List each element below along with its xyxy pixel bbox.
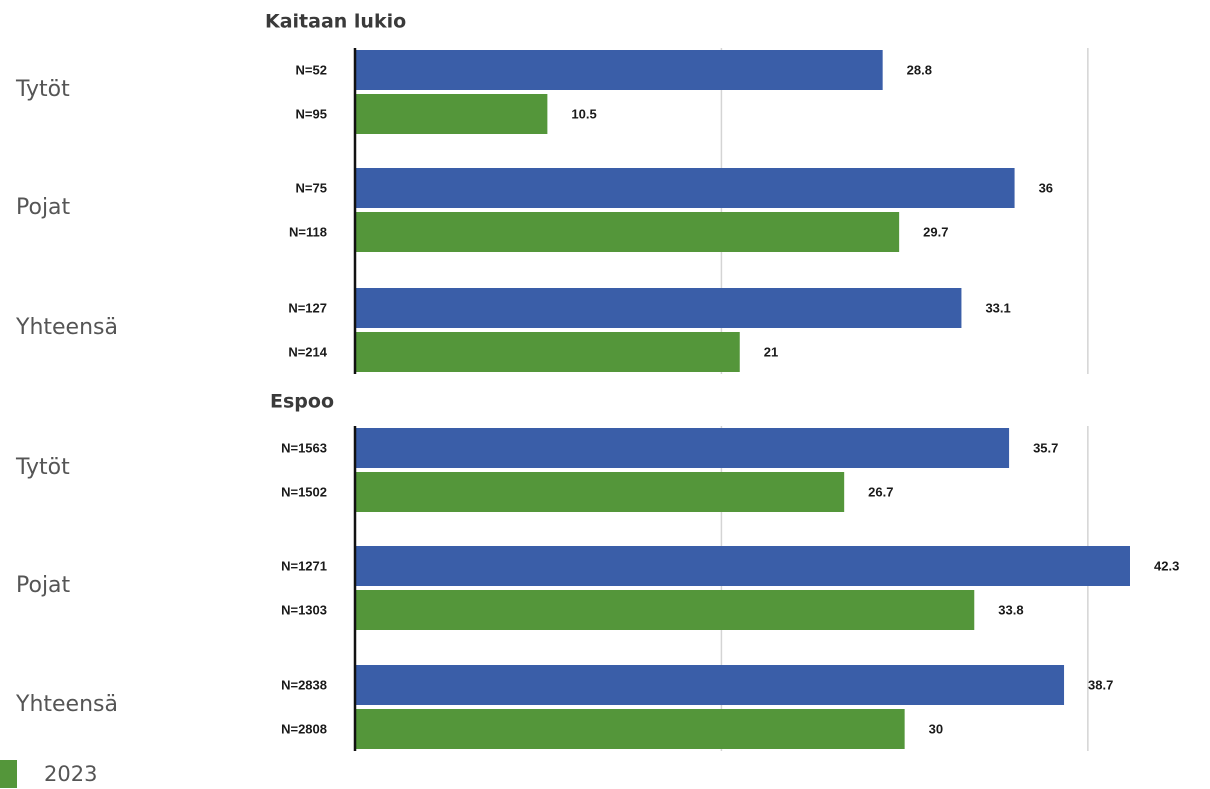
bar-1-0-1	[355, 472, 845, 512]
value-label-0-0-1: 10.5	[571, 106, 596, 121]
bar-1-2-1	[355, 709, 905, 749]
group-label-0-2: Yhteensä	[15, 315, 118, 340]
bar-0-0-1	[355, 94, 548, 134]
bar-0-0-0	[355, 50, 883, 90]
bar-0-1-0	[355, 168, 1015, 208]
n-label-1-1-0: N=1271	[281, 558, 327, 573]
bar-0-2-0	[355, 288, 962, 328]
bar-0-1-1	[355, 212, 900, 252]
bar-1-1-0	[355, 546, 1130, 586]
n-label-0-0-0: N=52	[296, 62, 327, 77]
bar-0-2-1	[355, 332, 740, 372]
value-label-1-2-0: 38.7	[1088, 677, 1113, 692]
value-label-0-2-1: 21	[764, 344, 778, 359]
n-label-0-2-1: N=214	[288, 344, 327, 359]
bar-1-2-0	[355, 665, 1065, 705]
bar-1-1-1	[355, 590, 975, 630]
n-label-1-0-0: N=1563	[281, 440, 327, 455]
value-label-1-1-1: 33.8	[998, 602, 1023, 617]
legend-swatch-0	[0, 760, 17, 788]
value-label-1-0-0: 35.7	[1033, 440, 1058, 455]
n-label-0-1-0: N=75	[296, 180, 327, 195]
n-label-1-2-0: N=2838	[281, 677, 327, 692]
value-label-1-0-1: 26.7	[868, 484, 893, 499]
n-label-0-2-0: N=127	[288, 300, 327, 315]
n-label-0-1-1: N=118	[289, 224, 327, 239]
group-label-1-0: Tytöt	[15, 455, 70, 480]
value-label-0-1-1: 29.7	[923, 224, 948, 239]
value-label-0-2-0: 33.1	[985, 300, 1010, 315]
value-label-0-1-0: 36	[1039, 180, 1053, 195]
panel-title-1: Espoo	[270, 391, 334, 413]
n-label-0-0-1: N=95	[296, 106, 327, 121]
group-label-1-2: Yhteensä	[15, 692, 118, 717]
group-label-0-1: Pojat	[16, 195, 71, 220]
group-label-1-1: Pojat	[16, 573, 71, 598]
group-label-0-0: Tytöt	[15, 77, 70, 102]
value-label-1-2-1: 30	[929, 721, 943, 736]
value-label-1-1-0: 42.3	[1154, 558, 1179, 573]
value-label-0-0-0: 28.8	[907, 62, 932, 77]
legend-label-0: 2023	[44, 762, 97, 786]
n-label-1-0-1: N=1502	[281, 484, 327, 499]
n-label-1-1-1: N=1303	[281, 602, 327, 617]
bar-1-0-0	[355, 428, 1010, 468]
n-label-1-2-1: N=2808	[281, 721, 327, 736]
panel-title-0: Kaitaan lukio	[265, 11, 406, 33]
